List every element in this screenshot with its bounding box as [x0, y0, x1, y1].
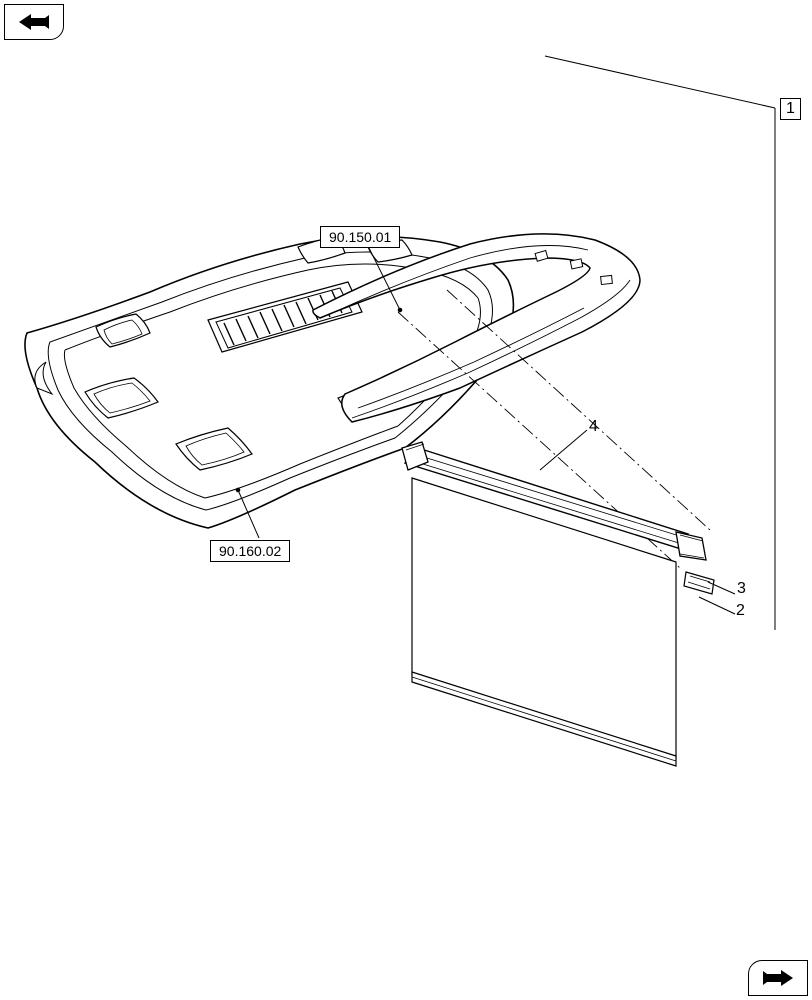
callout-3: 4: [589, 418, 598, 436]
ref-label-text: 90.150.01: [329, 229, 391, 245]
diagram-page: 90.150.01 90.160.02 1 4 3 2: [0, 0, 812, 1000]
callout-2: 2: [736, 602, 745, 620]
roller-blind-assembly: [402, 442, 706, 766]
ref-label-text: 90.160.02: [219, 543, 281, 559]
main-diagram: [0, 0, 812, 1000]
callout-4: 3: [737, 580, 746, 598]
callout-text: 4: [589, 418, 598, 435]
ref-label-90-160-02: 90.160.02: [210, 540, 290, 562]
callout-text: 3: [737, 580, 746, 597]
callout-text: 2: [736, 602, 745, 619]
ref-label-90-150-01: 90.150.01: [320, 226, 400, 248]
callout-1: 1: [780, 98, 801, 120]
callout-text: 1: [786, 100, 795, 117]
